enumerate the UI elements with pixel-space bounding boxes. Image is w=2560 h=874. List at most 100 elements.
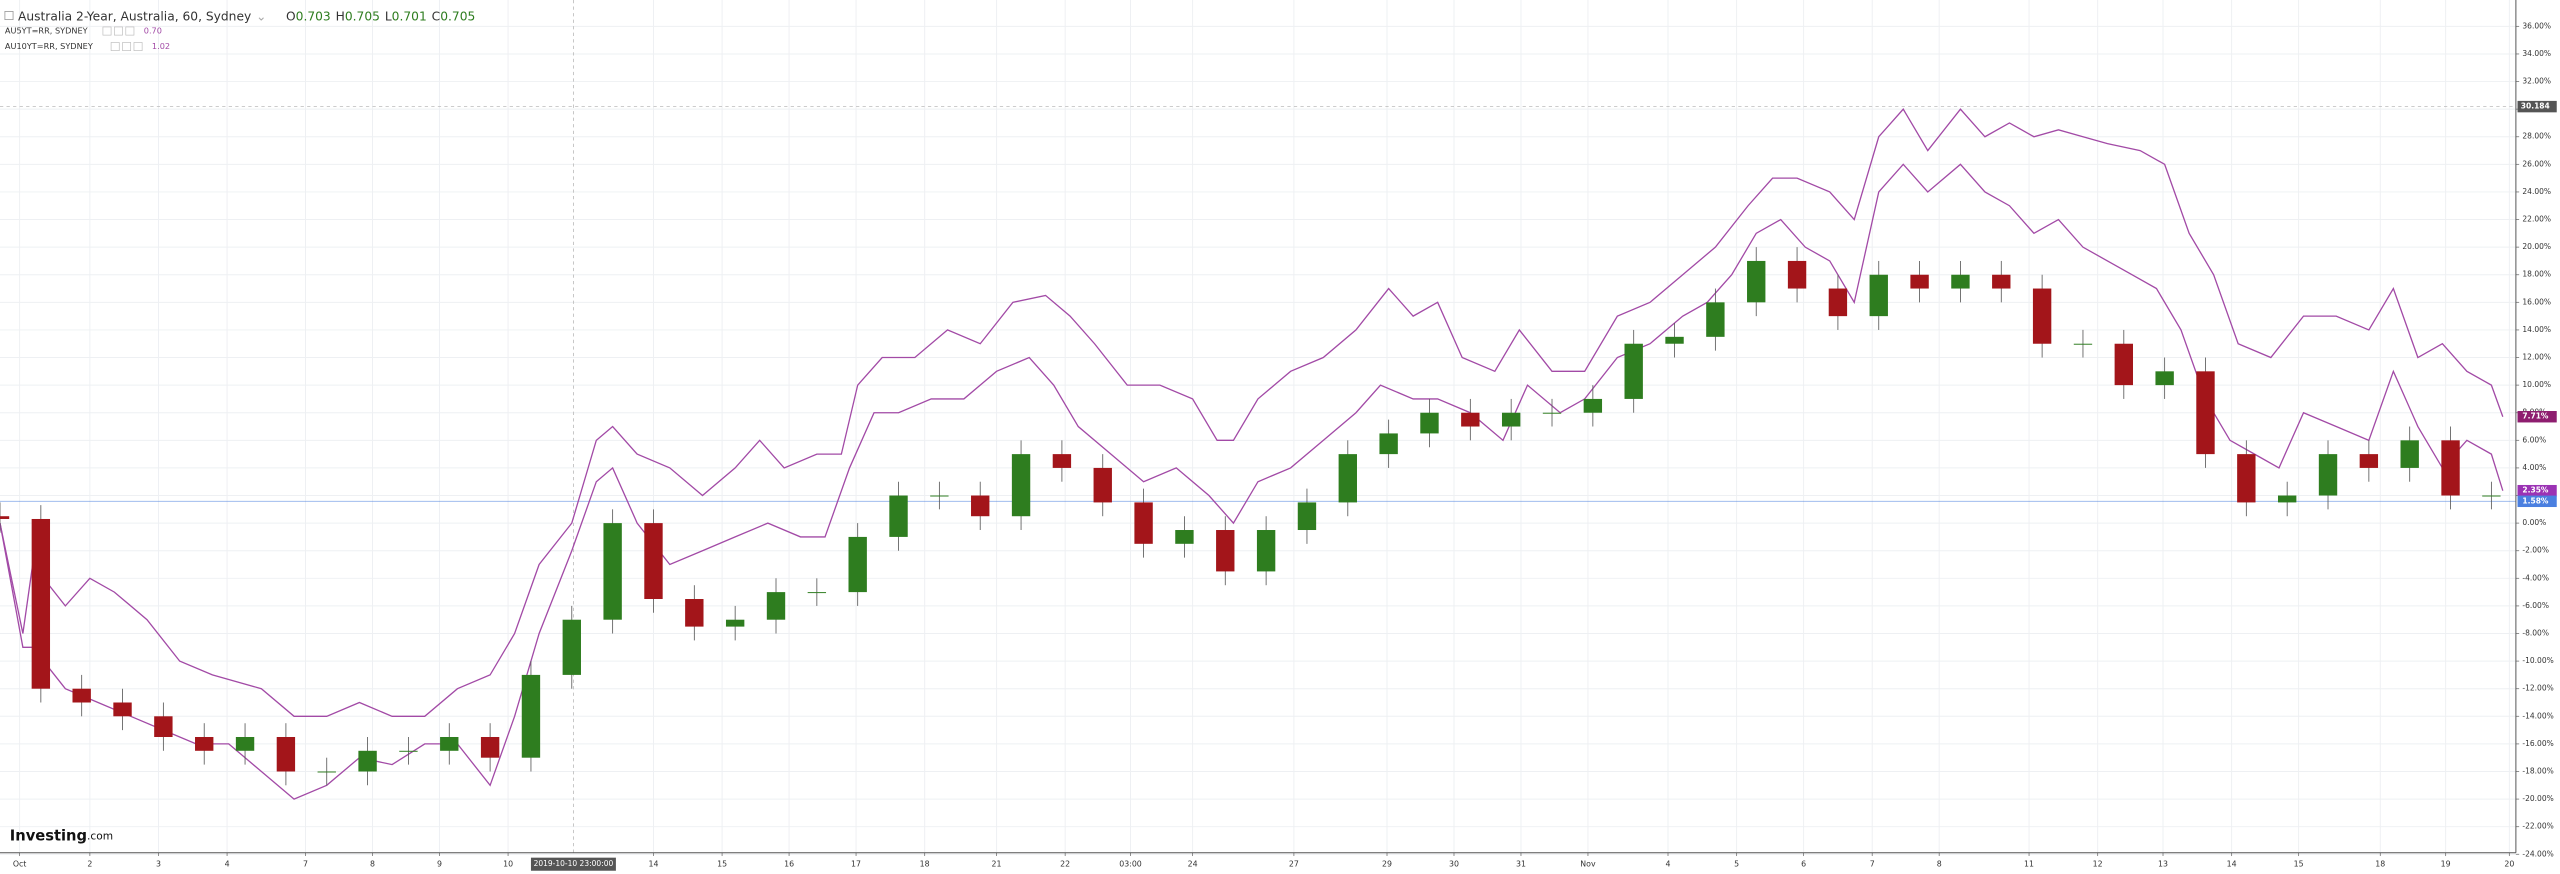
candle-body	[1256, 530, 1276, 572]
y-tick-label: -24.00%	[2522, 849, 2553, 858]
y-tick-label: 20.00%	[2522, 242, 2551, 251]
candle-body	[971, 495, 990, 517]
x-tick-label: 13	[2158, 860, 2168, 869]
x-tick-label: 20	[2504, 860, 2514, 869]
candle-body	[358, 750, 377, 772]
candle-body	[1216, 530, 1235, 572]
collapse-icon[interactable]	[4, 11, 14, 21]
y-tick-label: 32.00%	[2522, 77, 2551, 86]
candle-body	[1052, 454, 1072, 468]
legend: AU5YT=RR, SYDNEY 0.70 AU10YT=RR, SYDNEY 1.0…	[5, 26, 170, 52]
y-tick-label: -8.00%	[2522, 629, 2549, 638]
candle-body	[2237, 454, 2256, 503]
x-tick-label: 5	[1734, 860, 1739, 869]
legend-value: 0.70	[144, 26, 162, 36]
y-tick-label: -12.00%	[2522, 684, 2553, 693]
ohlc-label: C	[432, 9, 441, 23]
candle-body	[1951, 274, 1970, 289]
ohlc-value: 0.705	[345, 9, 380, 23]
y-tick-label: 36.00%	[2522, 21, 2551, 30]
candle-body	[1992, 274, 2011, 289]
x-tick-label: 8	[370, 860, 375, 869]
chart-title: Australia 2-Year, Australia, 60, Sydney	[18, 9, 251, 23]
candle-body	[2441, 440, 2460, 496]
logo-main: Investing	[10, 827, 87, 844]
x-tick-label: 8	[1937, 860, 1942, 869]
candle-body	[848, 536, 867, 593]
legend-name: AU5YT=RR, SYDNEY	[5, 26, 88, 36]
y-tick-label: 24.00%	[2522, 187, 2551, 196]
candle-body	[1869, 274, 1888, 317]
candle-body	[685, 599, 704, 627]
x-tick-label: 3	[156, 860, 161, 869]
candle-body	[2318, 454, 2338, 496]
candle-body	[1338, 454, 1357, 503]
y-tick-label: -4.00%	[2522, 573, 2549, 582]
candle-body	[2277, 495, 2297, 503]
candle-body	[1828, 288, 1848, 317]
candle-body	[1379, 433, 1398, 455]
candle-body	[1420, 412, 1439, 434]
candle-body	[1747, 260, 1766, 303]
series-line	[0, 108, 2504, 717]
x-tick-label: 9	[437, 860, 442, 869]
header: Australia 2-Year, Australia, 60, Sydney ⌄…	[18, 9, 475, 23]
candle-body	[1461, 412, 1480, 427]
candle-body	[399, 750, 418, 752]
candle-body	[2155, 371, 2174, 386]
y-tick-label: 0.00%	[2522, 518, 2546, 527]
legend-name: AU10YT=RR, SYDNEY	[5, 41, 93, 51]
x-tick-label: 7	[303, 860, 308, 869]
candle-body	[1665, 336, 1684, 344]
y-tick-label: 4.00%	[2522, 463, 2546, 472]
dropdown: ⌄	[256, 9, 266, 23]
candle-body	[2400, 440, 2419, 468]
crosshair-y-box	[2517, 100, 2557, 113]
candle-body	[889, 495, 908, 537]
ohlc-label: O	[286, 9, 296, 23]
plot	[0, 0, 2516, 853]
candle-body	[1175, 530, 1194, 544]
x-tick-label: Oct	[13, 860, 27, 869]
candle-body	[2359, 454, 2379, 468]
candle-body	[2073, 343, 2093, 345]
x-tick-label: 7	[1870, 860, 1875, 869]
x-tick-label: 17	[851, 860, 861, 869]
y-tick-label: 14.00%	[2522, 325, 2551, 334]
y-tick-label: 28.00%	[2522, 132, 2551, 141]
candle-body	[1501, 412, 1521, 427]
candle-body	[276, 736, 296, 772]
candle-body	[317, 771, 336, 773]
candle-body	[1583, 398, 1603, 413]
x-tick-label: 27	[1289, 860, 1299, 869]
candle-body	[31, 518, 51, 689]
candle-body	[521, 674, 541, 758]
x-tick-label: 12	[2093, 860, 2103, 869]
x-tick-label: 15	[2294, 860, 2304, 869]
crosshair-x-box	[530, 857, 616, 871]
marker-label: 1.58%	[2522, 496, 2549, 505]
y-tick-label: -18.00%	[2522, 766, 2553, 775]
candle-body	[72, 688, 91, 703]
x-tick-label: 4	[225, 860, 230, 869]
marker-label: 2.35%	[2522, 486, 2549, 495]
y-tick-label: 12.00%	[2522, 353, 2551, 362]
x-tick-label: 4	[1666, 860, 1671, 869]
x-tick-label: 18	[2375, 860, 2385, 869]
legend-icon	[102, 26, 112, 36]
candle-body	[1011, 454, 1031, 517]
candle-body	[2482, 495, 2501, 497]
ohlc-label: L	[385, 9, 392, 23]
candle-body	[603, 523, 622, 620]
x-tick-label: 24	[1188, 860, 1198, 869]
y-tick-label: -16.00%	[2522, 739, 2553, 748]
x-tick-label: 03:00	[1119, 860, 1142, 869]
candle-body	[1787, 260, 1807, 289]
x-tick-label: 18	[920, 860, 930, 869]
candle-body	[1706, 302, 1725, 337]
y-tick-label: -14.00%	[2522, 711, 2553, 720]
x-tick-label: 14	[2227, 860, 2237, 869]
